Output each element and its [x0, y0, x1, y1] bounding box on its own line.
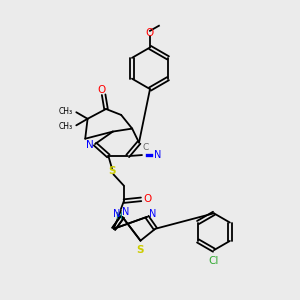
Text: O: O — [143, 194, 152, 204]
Text: N: N — [148, 209, 156, 219]
Text: O: O — [146, 28, 154, 38]
Text: C: C — [143, 143, 149, 152]
Text: S: S — [109, 167, 116, 176]
Text: CH₃: CH₃ — [58, 107, 72, 116]
Text: N: N — [122, 207, 129, 218]
Text: Cl: Cl — [209, 256, 219, 266]
Text: O: O — [98, 85, 106, 95]
Text: CH₃: CH₃ — [58, 122, 72, 131]
Text: N: N — [154, 150, 161, 160]
Text: H: H — [116, 212, 122, 221]
Text: S: S — [137, 245, 144, 255]
Text: N: N — [113, 209, 121, 219]
Text: N: N — [86, 140, 94, 150]
